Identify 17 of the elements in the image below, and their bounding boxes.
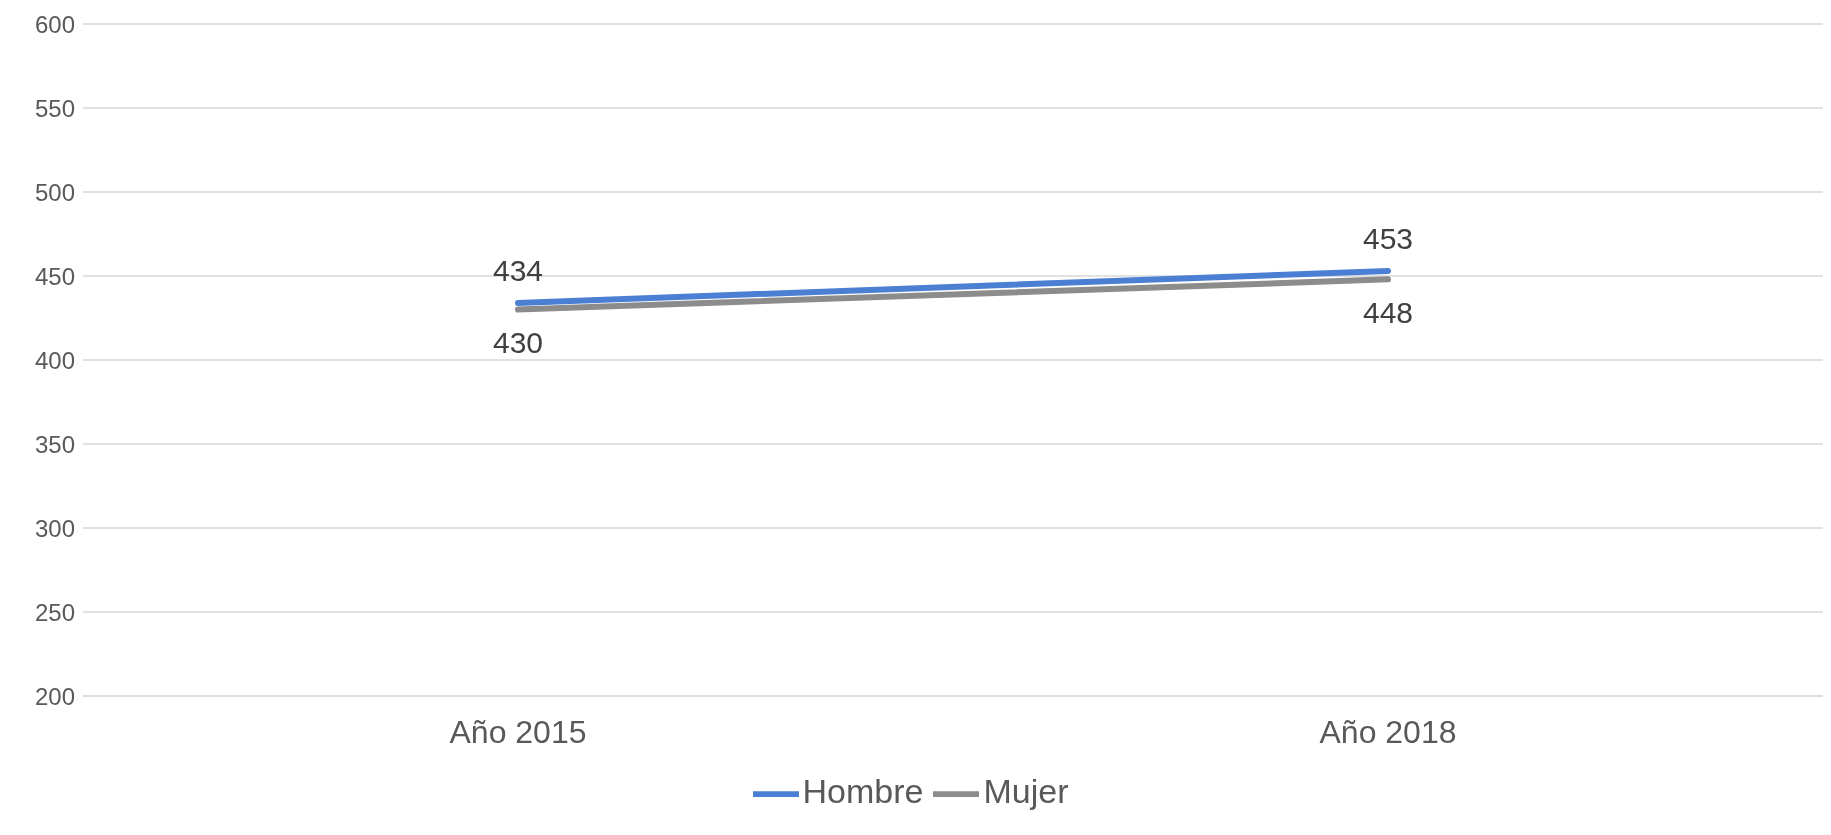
y-tick-label: 550 <box>34 94 75 122</box>
y-tick-label: 300 <box>34 514 75 542</box>
y-tick-label: 400 <box>34 346 75 374</box>
x-tick-label: Año 2018 <box>1319 713 1457 750</box>
data-label: 434 <box>492 253 544 287</box>
data-label: 430 <box>492 325 544 359</box>
y-tick-label: 350 <box>34 430 75 458</box>
x-tick-label: Año 2015 <box>449 713 587 750</box>
legend-label: Hombre <box>802 771 924 810</box>
y-tick-label: 450 <box>34 262 75 290</box>
y-tick-label: 200 <box>34 682 75 710</box>
y-tick-label: 600 <box>34 10 75 38</box>
y-tick-label: 500 <box>34 178 75 206</box>
data-label: 448 <box>1362 295 1414 329</box>
data-label: 453 <box>1362 221 1414 255</box>
legend-label: Mujer <box>983 771 1069 810</box>
y-tick-label: 250 <box>34 598 75 626</box>
